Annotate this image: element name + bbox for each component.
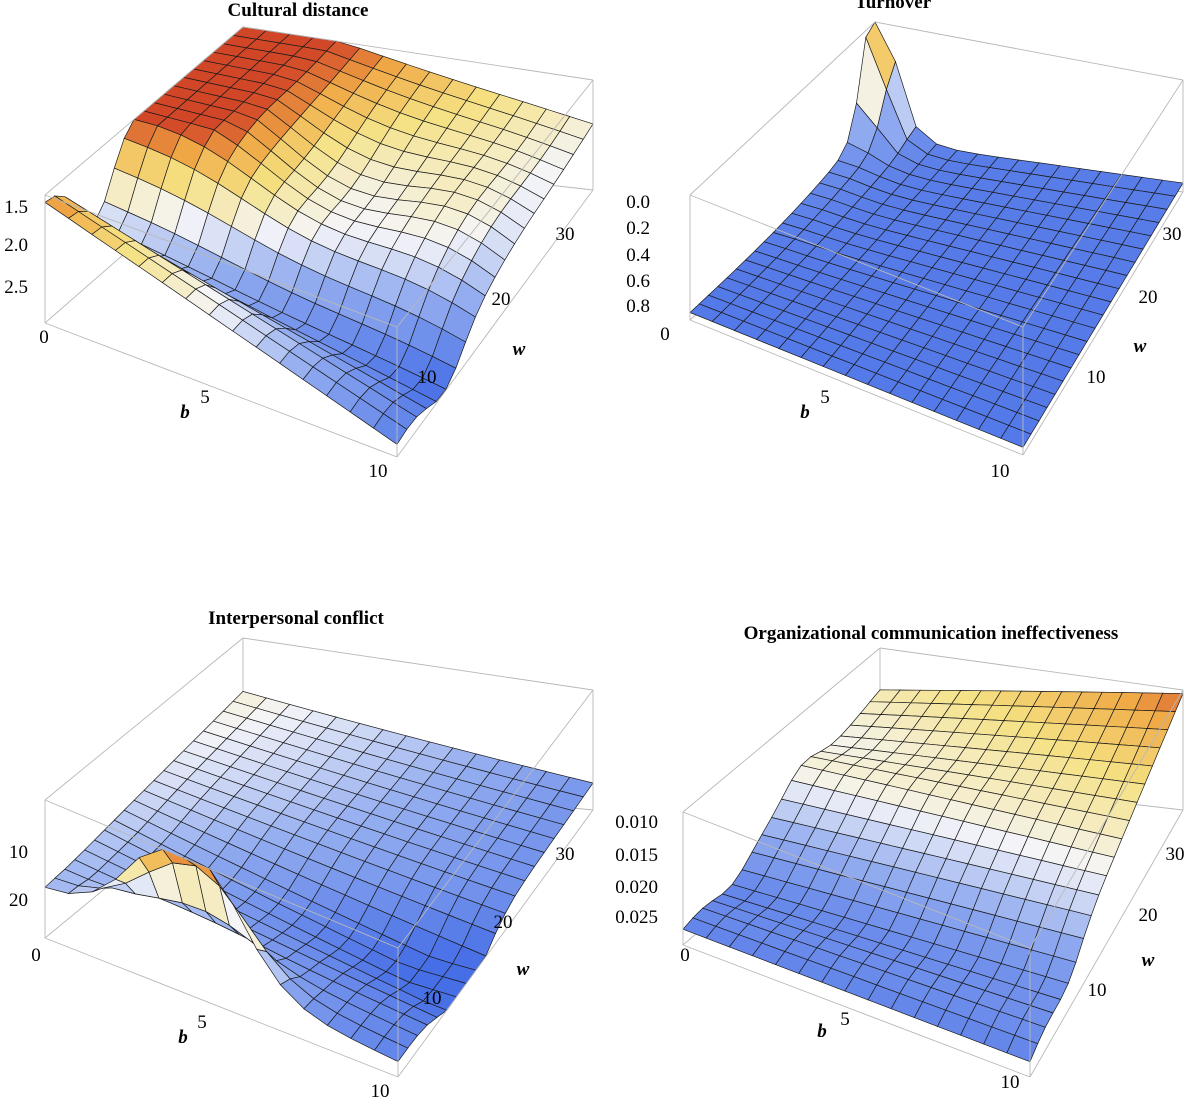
chart-panel-4: Organizational communication ineffective…: [615, 623, 1184, 1093]
org-communication-box-edge: [682, 944, 1031, 1078]
cultural-distance-x-tick: 0: [39, 327, 49, 348]
turnover-z-tick: 0.0: [626, 192, 650, 213]
turnover-box-edge: [1022, 191, 1184, 456]
org-communication-y-tick: 10: [1088, 980, 1107, 1001]
turnover-x-label: b: [800, 402, 810, 423]
interpersonal-conflict-box-edge: [397, 689, 594, 949]
interpersonal-conflict-x-tick: 0: [31, 945, 41, 966]
turnover-surface: [689, 21, 1184, 448]
cultural-distance-z-tick: 1.5: [4, 197, 28, 218]
org-communication-z-tick: 0.020: [615, 877, 658, 898]
org-communication-y-label: w: [1142, 950, 1155, 971]
cultural-distance-y-tick: 10: [418, 367, 437, 388]
org-communication-z-tick: 0.025: [615, 907, 658, 928]
interpersonal-conflict-surface: [44, 691, 594, 1063]
cultural-distance-x-tick: 10: [369, 461, 388, 482]
interpersonal-conflict-box-edge: [242, 637, 594, 691]
interpersonal-conflict-x-tick: 10: [371, 1081, 390, 1101]
turnover-y-tick: 20: [1139, 287, 1158, 308]
org-communication-box-edge: [879, 647, 1184, 691]
cultural-distance-title: Cultural distance: [228, 0, 369, 21]
org-communication-box-edge: [1029, 689, 1184, 949]
turnover-x-tick: 0: [660, 324, 670, 345]
cultural-distance-surface: [44, 26, 594, 445]
interpersonal-conflict-box-edge: [44, 937, 399, 1078]
cultural-distance-x-tick: 5: [200, 387, 210, 408]
org-communication-box-front: [682, 647, 1184, 1078]
cultural-distance-box-edge: [242, 26, 594, 81]
interpersonal-conflict-box-edge: [44, 637, 244, 801]
cultural-distance-box-edge: [396, 189, 594, 458]
cultural-distance-z-tick: 2.5: [4, 277, 28, 298]
turnover-box-edge: [689, 194, 1024, 328]
turnover-z-tick: 0.4: [626, 245, 650, 266]
turnover-x-tick: 10: [991, 461, 1010, 482]
turnover-box-edge: [1022, 79, 1184, 328]
cultural-distance-box-edge: [396, 79, 594, 328]
org-communication-x-label: b: [817, 1021, 827, 1042]
org-communication-z-tick: 0.010: [615, 812, 658, 833]
turnover-y-tick: 30: [1163, 224, 1182, 245]
org-communication-surface: [682, 689, 1184, 1063]
cultural-distance-box-front: [44, 26, 594, 458]
cultural-distance-y-label: w: [513, 339, 526, 360]
org-communication-box-edge: [682, 647, 881, 813]
turnover-z-tick: 0.6: [626, 271, 650, 292]
org-communication-x-tick: 10: [1001, 1072, 1020, 1093]
interpersonal-conflict-y-tick: 10: [423, 988, 442, 1009]
cultural-distance-z-tick: 2.0: [4, 235, 28, 256]
org-communication-box-edge: [682, 811, 1031, 949]
cultural-distance-x-label: b: [180, 402, 190, 423]
org-communication-y-tick: 30: [1166, 844, 1185, 865]
interpersonal-conflict-y-tick: 20: [494, 912, 513, 933]
turnover-box-front: [689, 21, 1184, 456]
org-communication-title: Organizational communication ineffective…: [744, 623, 1119, 644]
turnover-z-tick: 0.8: [626, 296, 650, 317]
org-communication-box-edge: [1029, 809, 1184, 1078]
interpersonal-conflict-z-tick: 10: [9, 842, 28, 863]
interpersonal-conflict-box-edge: [44, 799, 399, 949]
turnover-box-edge: [689, 21, 876, 196]
interpersonal-conflict-box-front: [44, 637, 594, 1078]
interpersonal-conflict-box-edge: [397, 809, 594, 1078]
interpersonal-conflict-y-tick: 30: [556, 844, 575, 865]
chart-panel-1: Cultural distance 1.5 2.0 2.5 0 5 10 b 10 20 30 w: [4, 0, 594, 482]
turnover-y-label: w: [1134, 336, 1147, 357]
cultural-distance-box-edge: [44, 26, 244, 196]
interpersonal-conflict-x-label: b: [178, 1027, 188, 1048]
turnover-box-edge: [874, 21, 1184, 81]
org-communication-y-tick: 20: [1139, 905, 1158, 926]
cultural-distance-box-edge: [44, 322, 398, 458]
interpersonal-conflict-surface-cell: [373, 1036, 409, 1063]
turnover-z-tick: 0.2: [626, 218, 650, 239]
turnover-x-tick: 5: [820, 387, 830, 408]
turnover-y-tick: 10: [1087, 367, 1106, 388]
interpersonal-conflict-x-tick: 5: [197, 1012, 207, 1033]
interpersonal-conflict-title: Interpersonal conflict: [208, 608, 384, 629]
org-communication-x-tick: 0: [680, 945, 690, 966]
cultural-distance-y-tick: 30: [556, 224, 575, 245]
cultural-distance-box-edge: [44, 194, 398, 328]
org-communication-z-tick: 0.015: [615, 845, 658, 866]
chart-panel-3: Interpersonal conflict 10 20 0 5 10 b 10 20 30 w: [9, 608, 594, 1101]
turnover-title: Turnover: [855, 0, 932, 13]
org-communication-x-tick: 5: [840, 1009, 850, 1030]
cultural-distance-y-tick: 20: [492, 289, 511, 310]
chart-panel-2: Turnover 0.0 0.2 0.4 0.6 0.8 0 5 10 b 10 20 30 w: [626, 0, 1184, 482]
turnover-box-edge: [689, 319, 1024, 456]
cultural-distance-surface-cell: [373, 413, 408, 445]
interpersonal-conflict-y-label: w: [517, 959, 530, 980]
interpersonal-conflict-z-tick: 20: [9, 890, 28, 911]
